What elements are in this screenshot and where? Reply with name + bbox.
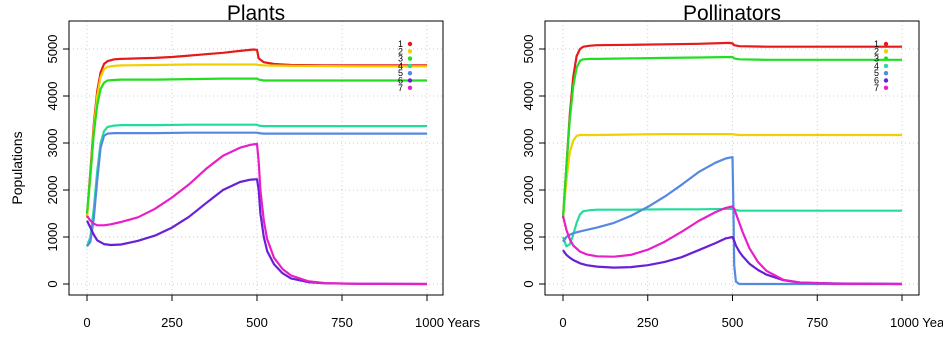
legend-label: 2 bbox=[874, 46, 879, 56]
y-tick-label: 5000 bbox=[521, 35, 536, 64]
series-line-3 bbox=[85, 77, 427, 214]
y-tick-label: 5000 bbox=[45, 35, 60, 64]
x-tick-label: 0 bbox=[83, 315, 90, 330]
x-tick-label: 750 bbox=[331, 315, 353, 330]
series-line-7 bbox=[86, 142, 428, 286]
y-tick-label: 3000 bbox=[45, 129, 60, 158]
y-tick-label: 4000 bbox=[45, 82, 60, 111]
x-tick-label: 1000 Years bbox=[415, 315, 481, 330]
legend-dot bbox=[407, 71, 413, 76]
x-tick-label: 1000 Years bbox=[890, 315, 943, 330]
legend-dot bbox=[883, 49, 889, 54]
legend-dot bbox=[883, 78, 889, 83]
legend-dot bbox=[407, 78, 413, 83]
series-line-3 bbox=[561, 55, 902, 219]
legend-label: 2 bbox=[398, 46, 403, 56]
series-line-2 bbox=[85, 63, 427, 219]
legend-label: 6 bbox=[874, 76, 879, 86]
y-tick-label: 2000 bbox=[521, 176, 536, 205]
legend-dot bbox=[407, 85, 413, 91]
legend-dot bbox=[407, 49, 413, 54]
legend-label: 7 bbox=[874, 83, 879, 93]
legend-dot bbox=[407, 41, 413, 47]
legend-dot bbox=[883, 85, 889, 91]
series-line-5 bbox=[86, 131, 427, 248]
legend-label: 3 bbox=[874, 54, 879, 64]
x-tick-label: 0 bbox=[559, 315, 566, 330]
legend-dot bbox=[407, 56, 413, 61]
y-tick-label: 1000 bbox=[45, 223, 60, 252]
legend-label: 1 bbox=[874, 39, 879, 49]
y-tick-label: 0 bbox=[521, 280, 536, 287]
series-line-7 bbox=[561, 205, 903, 286]
legend-dot bbox=[883, 63, 889, 69]
chart-title: Pollinators bbox=[683, 2, 781, 25]
legend-label: 7 bbox=[398, 83, 403, 93]
y-tick-label: 3000 bbox=[521, 129, 536, 158]
legend-label: 1 bbox=[398, 39, 403, 49]
y-tick-label: 0 bbox=[45, 280, 60, 287]
y-tick-label: 1000 bbox=[521, 223, 536, 252]
plot-frame bbox=[68, 20, 444, 296]
series-line-2 bbox=[561, 133, 902, 219]
x-tick-label: 750 bbox=[806, 315, 828, 330]
series-line-6 bbox=[86, 178, 428, 286]
legend-dot bbox=[407, 63, 413, 69]
legend-label: 5 bbox=[398, 68, 403, 78]
x-tick-label: 250 bbox=[161, 315, 183, 330]
series-line-5 bbox=[562, 156, 902, 286]
legend-label: 5 bbox=[874, 68, 879, 78]
legend-dot bbox=[883, 71, 889, 76]
legend-label: 6 bbox=[398, 76, 403, 86]
x-tick-label: 500 bbox=[722, 315, 744, 330]
y-tick-label: 4000 bbox=[521, 82, 536, 111]
y-tick-label: 2000 bbox=[45, 176, 60, 205]
chart-title: Plants bbox=[227, 2, 285, 25]
series-line-1 bbox=[561, 41, 902, 219]
legend-label: 3 bbox=[398, 54, 403, 64]
legend-label: 4 bbox=[874, 61, 879, 71]
legend-dot bbox=[883, 41, 889, 47]
y-axis-label: Populations bbox=[9, 131, 25, 204]
series-line-4 bbox=[561, 207, 902, 248]
x-tick-label: 250 bbox=[637, 315, 659, 330]
series-line-6 bbox=[562, 235, 903, 286]
legend-dot bbox=[883, 56, 889, 61]
x-tick-label: 500 bbox=[246, 315, 268, 330]
legend-label: 4 bbox=[398, 61, 403, 71]
